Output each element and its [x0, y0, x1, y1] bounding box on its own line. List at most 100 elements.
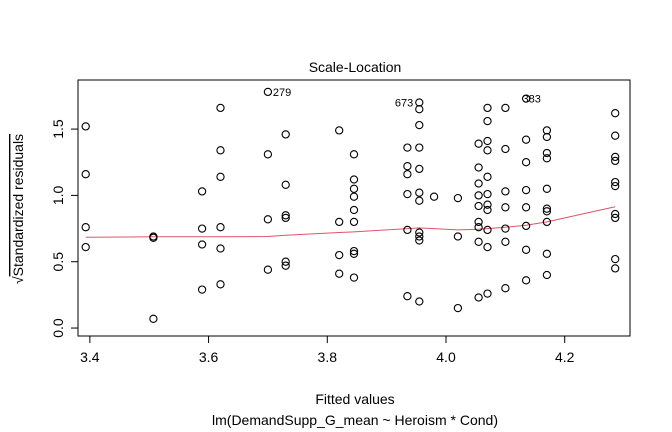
data-point	[501, 187, 510, 196]
data-point	[349, 150, 359, 159]
x-axis-label: Fitted values	[315, 391, 394, 407]
data-point	[453, 232, 463, 241]
data-point	[415, 98, 424, 107]
y-tick-label: 1.5	[50, 119, 66, 139]
data-point	[483, 136, 492, 146]
data-point	[349, 273, 359, 282]
y-axis-label-text: Standardized residuals	[10, 134, 26, 276]
data-point	[349, 249, 359, 258]
data-point	[415, 228, 424, 237]
data-point	[521, 245, 531, 254]
data-point	[501, 103, 510, 113]
data-point	[216, 244, 225, 253]
data-point	[216, 172, 225, 181]
data-point	[216, 146, 225, 155]
data-point	[281, 180, 290, 189]
data-point	[611, 254, 620, 264]
data-point	[483, 103, 492, 113]
y-tick-label: 0.0	[50, 318, 66, 338]
data-point	[216, 223, 225, 232]
data-point	[81, 122, 90, 131]
data-point	[263, 87, 273, 97]
x-tick-label: 4.0	[436, 349, 456, 365]
data-point	[149, 233, 158, 242]
data-point	[483, 225, 492, 235]
data-point	[349, 192, 359, 201]
data-point	[611, 156, 620, 166]
data-point	[521, 135, 531, 144]
data-point	[349, 205, 359, 215]
data-point	[216, 103, 225, 113]
data-point	[81, 223, 90, 232]
data-point	[197, 187, 207, 196]
data-point	[521, 221, 531, 231]
data-point	[281, 211, 290, 220]
data-point	[415, 188, 424, 197]
y-axis-label-sqrt: √	[10, 276, 26, 284]
smooth-line	[85, 206, 616, 238]
data-point	[542, 217, 552, 227]
y-tick-label: 1.0	[50, 185, 66, 205]
data-point	[483, 189, 492, 199]
y-axis: 0.0 0.5 1.0 1.5	[50, 119, 79, 338]
data-point	[542, 132, 552, 142]
chart-subtitle: lm(DemandSupp_G_mean ~ Heroism * Cond)	[212, 412, 498, 428]
data-point	[474, 179, 483, 188]
data-point	[474, 163, 483, 172]
data-point	[453, 303, 463, 313]
data-point	[474, 237, 483, 246]
data-point	[349, 217, 359, 227]
data-point	[281, 213, 290, 223]
data-point	[611, 209, 620, 219]
data-point	[415, 120, 424, 130]
data-point	[542, 207, 552, 216]
data-point	[542, 154, 552, 163]
x-tick-label: 3.4	[80, 349, 100, 365]
data-point	[403, 170, 412, 179]
data-point	[263, 215, 273, 224]
data-point	[483, 242, 492, 252]
data-point	[483, 172, 492, 181]
data-point	[216, 280, 225, 289]
data-point	[611, 152, 620, 162]
data-point	[483, 146, 492, 155]
data-point	[474, 217, 483, 227]
data-point	[403, 143, 412, 152]
x-axis: 3.4 3.6 3.8 4.0 4.2	[80, 335, 575, 365]
data-point	[521, 158, 531, 167]
data-point	[542, 249, 552, 258]
data-point	[521, 276, 531, 285]
data-point	[335, 269, 344, 278]
data-point	[349, 246, 359, 256]
data-point	[501, 224, 510, 233]
data-point	[403, 189, 412, 199]
data-point	[349, 175, 359, 184]
data-point	[263, 265, 273, 274]
point-annotation: 279	[273, 87, 291, 99]
data-point	[611, 213, 620, 223]
data-point	[429, 192, 439, 201]
data-point	[483, 200, 492, 209]
data-point	[483, 116, 492, 126]
data-point	[81, 242, 90, 252]
data-point	[415, 164, 424, 174]
data-point	[335, 217, 344, 227]
data-point	[483, 289, 492, 298]
data-point	[474, 223, 483, 232]
data-point	[415, 196, 424, 205]
point-annotation: 383	[523, 94, 541, 106]
data-point	[415, 236, 424, 245]
y-axis-label-group: √Standardized residuals	[10, 134, 26, 284]
data-point	[349, 184, 359, 193]
data-point	[611, 181, 620, 191]
data-point	[197, 285, 207, 294]
data-point	[197, 224, 207, 233]
data-points	[81, 87, 620, 323]
data-point	[453, 193, 463, 203]
data-point	[281, 261, 290, 270]
data-point	[197, 240, 207, 249]
data-point	[415, 232, 424, 241]
data-point	[415, 105, 424, 114]
y-axis-label: √Standardized residuals	[10, 134, 26, 284]
data-point	[542, 204, 552, 213]
